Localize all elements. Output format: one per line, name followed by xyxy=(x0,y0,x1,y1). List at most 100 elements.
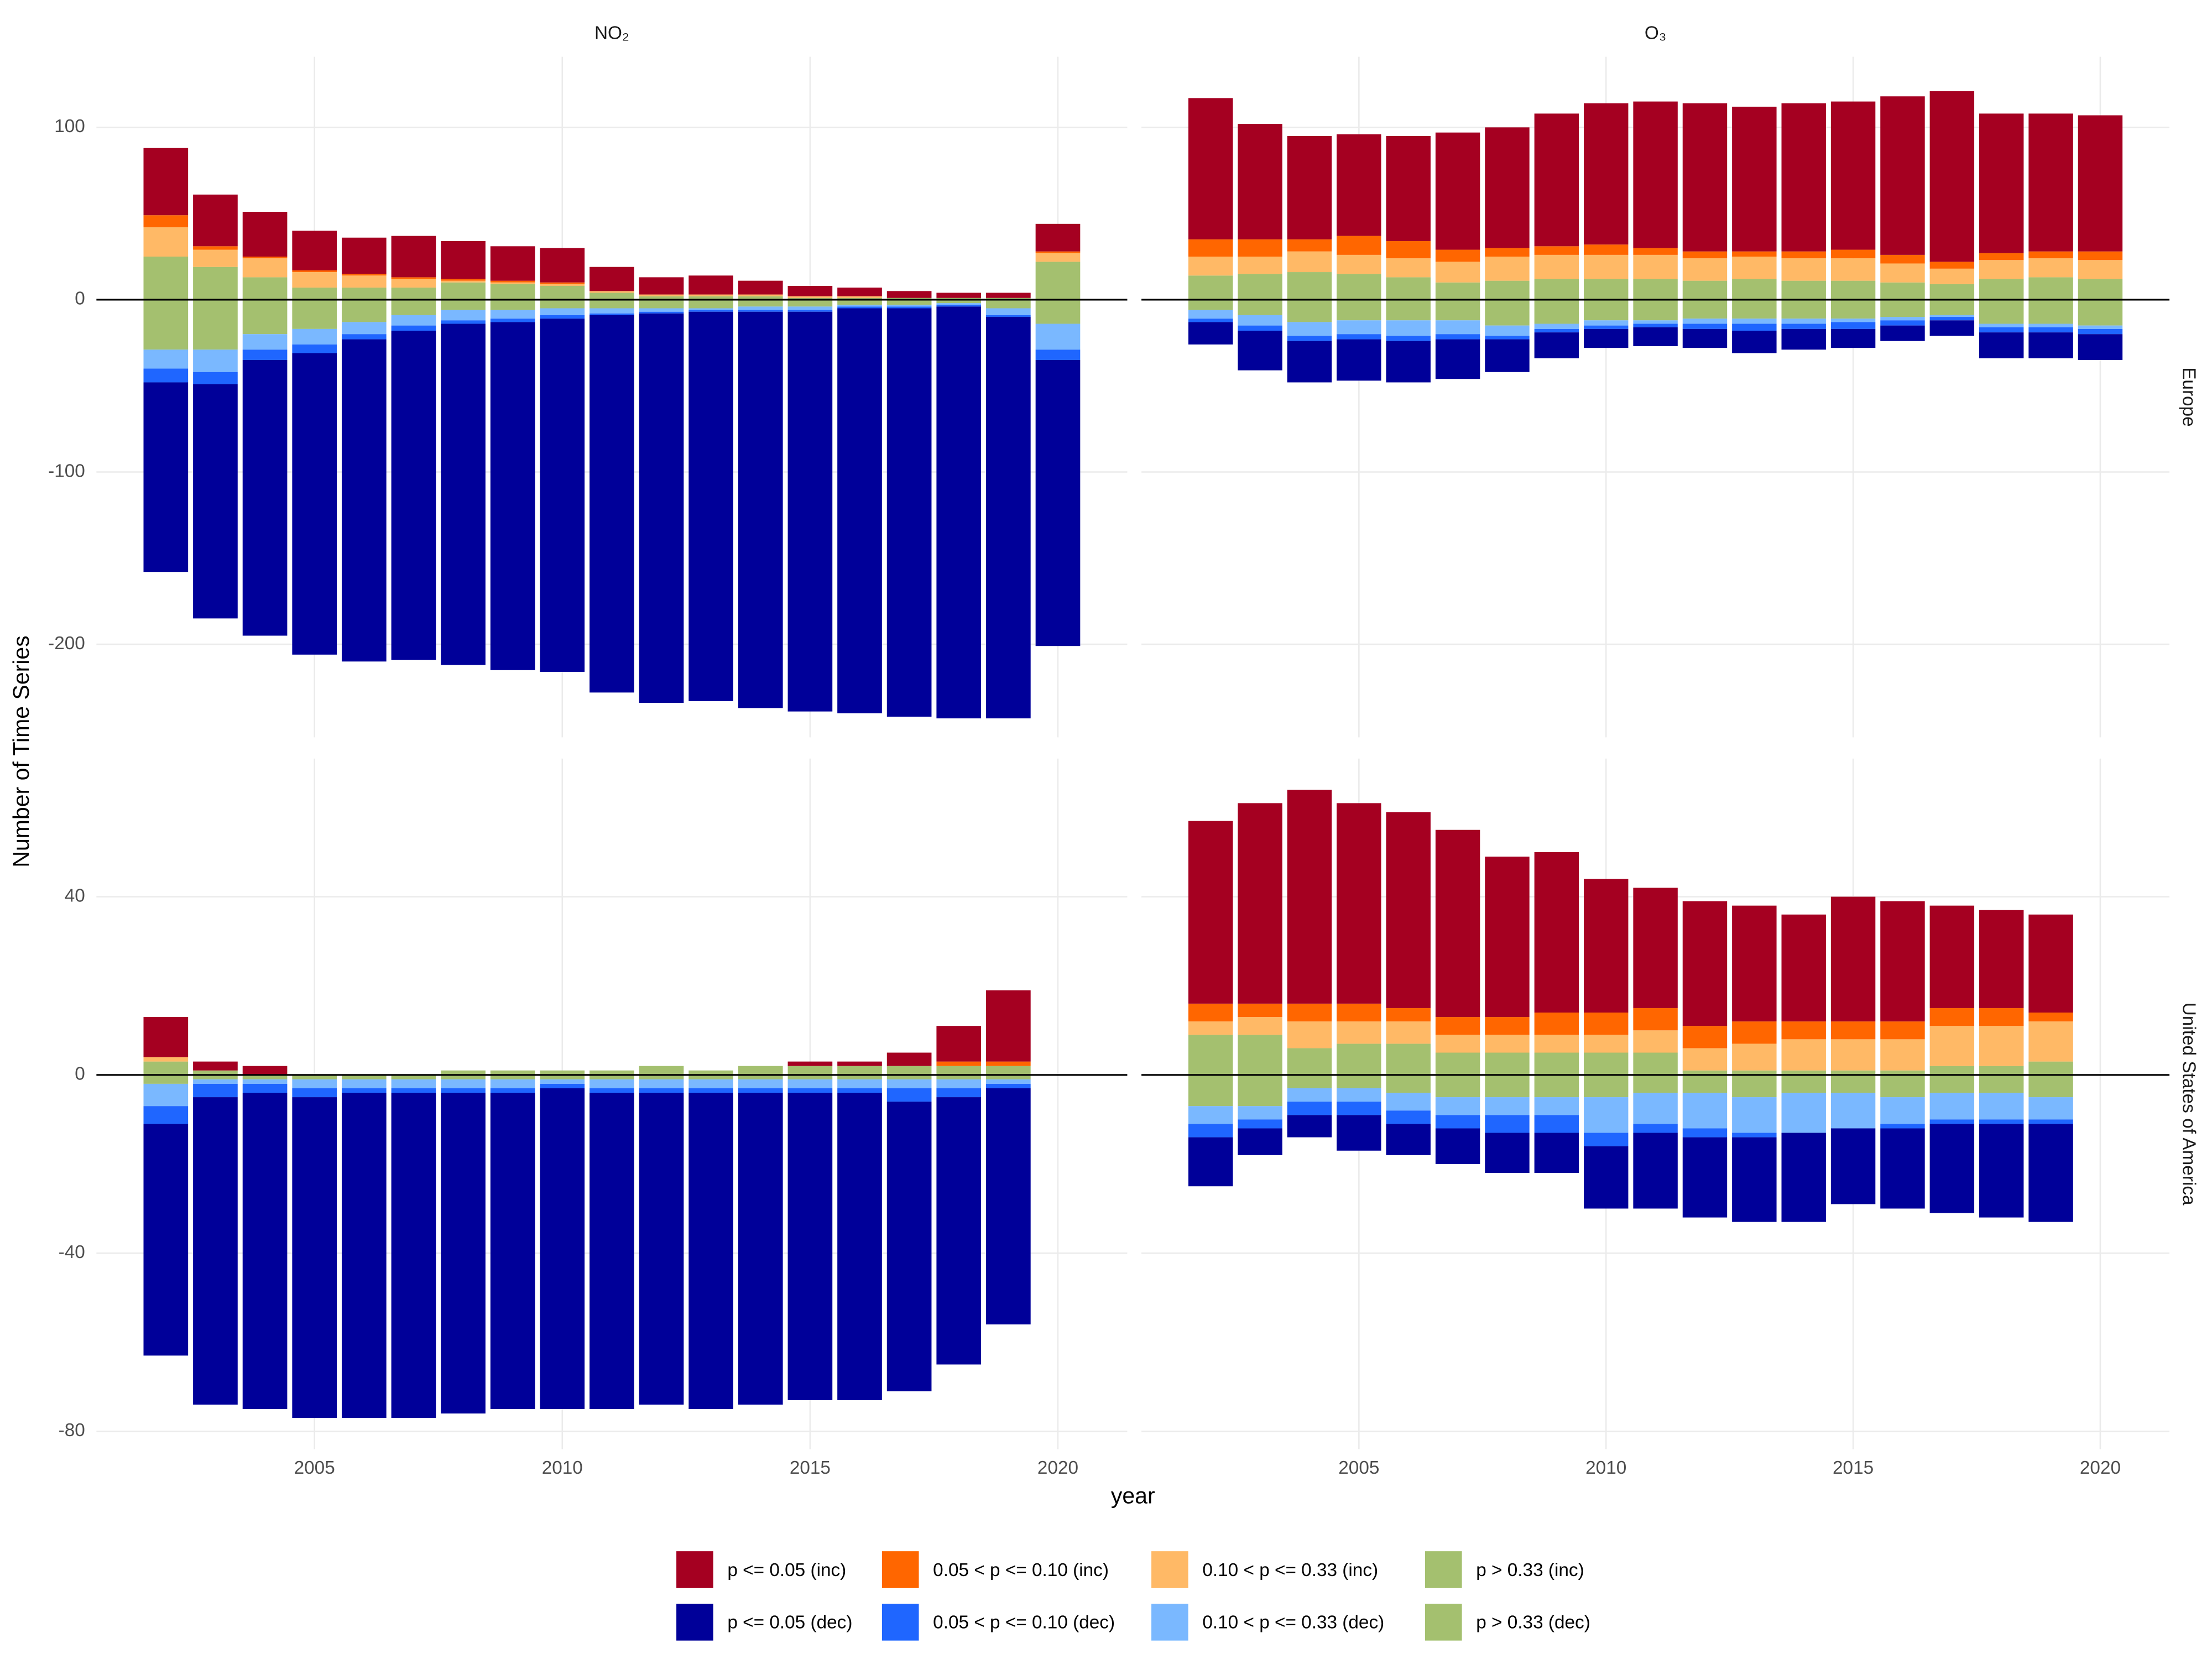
bar-segment xyxy=(1732,106,1777,252)
bar-segment xyxy=(589,308,634,314)
bar-segment xyxy=(589,1093,634,1410)
bar-segment xyxy=(837,1088,882,1093)
bar-segment xyxy=(1682,258,1728,281)
bar-segment xyxy=(1238,124,1282,239)
bar-segment xyxy=(193,194,238,247)
bar-segment xyxy=(1880,1124,1925,1129)
bar-segment xyxy=(936,298,982,300)
bar-segment xyxy=(936,305,982,307)
bar-segment xyxy=(1979,279,2024,300)
bar-segment xyxy=(1979,1124,2024,1218)
bar-segment xyxy=(1781,299,1826,319)
bar-segment xyxy=(143,148,189,216)
y-tick-label: 0 xyxy=(75,1064,85,1084)
bar-segment xyxy=(341,1088,387,1093)
x-tick-label: 2010 xyxy=(1585,1458,1626,1478)
y-tick-label: 0 xyxy=(75,289,85,309)
bar-segment xyxy=(639,294,684,296)
bar-segment xyxy=(1188,310,1233,319)
bar-segment xyxy=(292,272,337,288)
y-tick-label: 100 xyxy=(54,116,85,137)
bar-segment xyxy=(738,1079,783,1088)
bar-segment xyxy=(242,211,288,257)
bar-segment xyxy=(1682,328,1728,348)
bar-segment xyxy=(2078,325,2123,329)
bar-segment xyxy=(1238,257,1282,274)
bar-segment xyxy=(540,1070,585,1075)
bar-segment xyxy=(292,231,337,270)
bar-segment xyxy=(1238,803,1282,1004)
bar-segment xyxy=(1682,324,1728,329)
bar-segment xyxy=(1035,324,1081,350)
bar-segment xyxy=(242,1074,288,1079)
bar-segment xyxy=(639,308,684,312)
bar-segment xyxy=(441,1070,486,1075)
bar-segment xyxy=(1337,334,1381,340)
bar-segment xyxy=(1583,879,1629,1013)
bar-segment xyxy=(1682,1128,1728,1138)
bar-segment xyxy=(837,299,882,305)
y-tick-label: 40 xyxy=(65,885,85,906)
bar-segment xyxy=(1880,1039,1925,1071)
bar-segment xyxy=(1287,1088,1332,1102)
bar-segment xyxy=(1929,1093,1975,1120)
bar-segment xyxy=(1485,1115,1530,1133)
bar-segment xyxy=(1583,244,1629,255)
bar-segment xyxy=(787,1088,833,1093)
bar-segment xyxy=(589,293,634,300)
bar-segment xyxy=(1583,103,1629,245)
bar-segment xyxy=(242,359,288,636)
bar-segment xyxy=(1435,1035,1480,1053)
bar-segment xyxy=(1682,280,1728,300)
bar-segment xyxy=(1880,325,1925,341)
bar-segment xyxy=(1287,1003,1332,1022)
bar-segment xyxy=(1238,1119,1282,1129)
bar-segment xyxy=(1035,251,1081,253)
bar-segment xyxy=(242,334,288,350)
bar-segment xyxy=(886,305,932,307)
bar-segment xyxy=(540,284,585,286)
bar-segment xyxy=(441,241,486,279)
bar-segment xyxy=(1485,248,1530,257)
bar-segment xyxy=(1188,1074,1233,1107)
bar-segment xyxy=(837,288,882,296)
bar-segment xyxy=(540,315,585,319)
bar-segment xyxy=(1781,328,1826,350)
bar-segment xyxy=(1583,1013,1629,1035)
bar-segment xyxy=(1386,258,1431,278)
bar-segment xyxy=(1238,1106,1282,1120)
bar-segment xyxy=(1485,127,1530,248)
bar-segment xyxy=(1188,1106,1233,1124)
bar-segment xyxy=(1287,299,1332,322)
bar-segment xyxy=(1830,1074,1876,1093)
bar-segment xyxy=(688,1093,733,1410)
bar-segment xyxy=(1633,1093,1678,1124)
x-tick-label: 2005 xyxy=(294,1458,335,1478)
bar-segment xyxy=(1287,790,1332,1004)
bar-segment xyxy=(738,306,783,310)
bar-segment xyxy=(1830,319,1876,322)
bar-segment xyxy=(1732,324,1777,331)
bar-segment xyxy=(1979,1066,2024,1075)
bar-segment xyxy=(2028,914,2073,1013)
bar-segment xyxy=(1880,299,1925,317)
bar-segment xyxy=(540,1083,585,1088)
bar-segment xyxy=(391,279,436,288)
bar-segment xyxy=(143,1124,189,1356)
bar-segment xyxy=(341,1093,387,1418)
bar-segment xyxy=(1534,246,1579,255)
bar-segment xyxy=(1485,299,1530,326)
bar-segment xyxy=(540,1088,585,1410)
bar-segment xyxy=(2028,1119,2073,1124)
bar-segment xyxy=(540,299,585,309)
legend-label: 0.10 < p <= 0.33 (dec) xyxy=(1202,1613,1384,1633)
bar-segment xyxy=(1485,257,1530,281)
bar-segment xyxy=(490,322,535,670)
bar-segment xyxy=(1781,1021,1826,1040)
bar-segment xyxy=(1435,339,1480,379)
bar-segment xyxy=(787,310,833,312)
bar-segment xyxy=(1732,1044,1777,1071)
bar-segment xyxy=(986,315,1031,317)
bar-segment xyxy=(490,319,535,322)
